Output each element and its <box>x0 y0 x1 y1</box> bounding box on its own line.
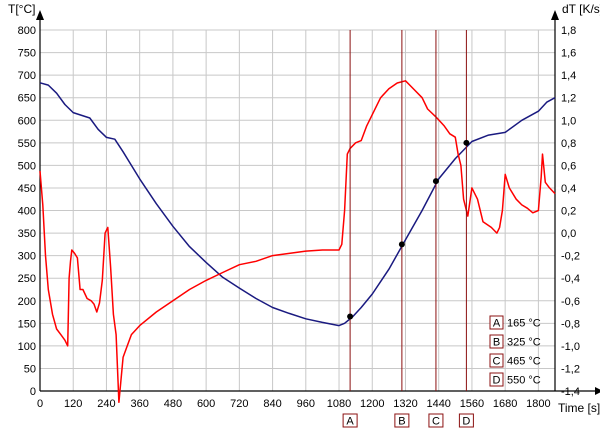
y-axis-title-right: dT [K/s] <box>562 2 600 16</box>
x-tick-label: 1320 <box>393 398 417 410</box>
y-tick-label-right: -0,4 <box>561 273 580 285</box>
marker-point-d <box>463 139 470 146</box>
y-tick-label-left: 600 <box>18 115 36 127</box>
legend-box-a <box>489 315 504 330</box>
x-axis-arrow <box>595 387 600 395</box>
marker-point-c <box>432 178 439 185</box>
y-tick-label-left: 800 <box>18 25 36 37</box>
tick-labels: 0 120 240 360 480 600 720 840 960 1080 1200 1320 144… <box>18 25 580 410</box>
y-tick-label-right: 1,2 <box>561 93 576 105</box>
y-tick-label-left: 50 <box>24 363 36 375</box>
y-tick-label-right: -1,4 <box>561 386 580 398</box>
legend: A 165 °C B 325 °C C 465 °C D 550 °C <box>489 315 541 387</box>
marker-box-c <box>428 413 444 428</box>
legend-box-b <box>489 334 504 349</box>
x-tick-label: 1800 <box>526 398 550 410</box>
marker-point-b <box>398 241 405 248</box>
x-tick-label: 1440 <box>426 398 450 410</box>
y-tick-label-right: 0,2 <box>561 206 576 218</box>
legend-box-c <box>489 353 504 368</box>
series <box>39 80 556 404</box>
marker-box-a <box>342 413 358 428</box>
x-axis-title: Time [s] <box>558 401 600 415</box>
y-tick-label-left: 400 <box>18 206 36 218</box>
markers: A B C D <box>342 30 474 428</box>
x-tick-label: 240 <box>97 398 115 410</box>
x-tick-label: 840 <box>263 398 281 410</box>
y-tick-label-left: 750 <box>18 48 36 60</box>
legend-letter-c: C <box>493 356 501 368</box>
y-tick-label-right: 1,0 <box>561 115 576 127</box>
marker-label-b: B <box>398 416 405 428</box>
x-tick-label: 1680 <box>493 398 517 410</box>
y-tick-label-left: 0 <box>30 386 36 398</box>
y-tick-label-right: -1,2 <box>561 363 580 375</box>
series-line-dt <box>39 80 556 404</box>
x-tick-label: 720 <box>230 398 248 410</box>
y-tick-label-left: 650 <box>18 93 36 105</box>
y-tick-label-left: 700 <box>18 70 36 82</box>
y-tick-label-left: 150 <box>18 318 36 330</box>
y-tick-label-right: 1,8 <box>561 25 576 37</box>
marker-box-b <box>394 413 410 428</box>
x-tick-label: 1080 <box>327 398 351 410</box>
series-line-temperature <box>39 82 556 327</box>
x-tick-label: 360 <box>130 398 148 410</box>
x-tick-label: 960 <box>297 398 315 410</box>
x-tick-label: 1560 <box>460 398 484 410</box>
y-tick-label-right: 0,6 <box>561 160 576 172</box>
marker-box-d <box>458 413 474 428</box>
legend-value-b: 325 °C <box>507 337 541 349</box>
y-axis-title-left: T[°C] <box>8 2 35 16</box>
legend-value-c: 465 °C <box>507 356 541 368</box>
y-tick-label-right: -0,8 <box>561 318 580 330</box>
y-tick-label-right: 1,4 <box>561 70 576 82</box>
y-tick-label-right: 1,6 <box>561 48 576 60</box>
y-tick-label-right: -1,0 <box>561 341 580 353</box>
y-tick-label-left: 200 <box>18 296 36 308</box>
x-tick-label: 1200 <box>360 398 384 410</box>
y-axis-left-arrow <box>36 10 44 20</box>
y-tick-label-left: 350 <box>18 228 36 240</box>
y-tick-label-left: 450 <box>18 183 36 195</box>
y-axis-right-arrow <box>551 10 559 20</box>
x-tick-label: 600 <box>197 398 215 410</box>
legend-letter-a: A <box>493 318 501 330</box>
legend-value-a: 165 °C <box>507 318 541 330</box>
marker-label-c: C <box>432 416 440 428</box>
legend-value-d: 550 °C <box>507 375 541 387</box>
x-tick-label: 0 <box>37 398 43 410</box>
x-tick-label: 120 <box>64 398 82 410</box>
grid <box>39 29 555 392</box>
legend-letter-d: D <box>493 375 501 387</box>
axes <box>36 10 600 395</box>
y-tick-label-left: 300 <box>18 251 36 263</box>
y-tick-label-right: 0,4 <box>561 183 576 195</box>
marker-point-a <box>347 313 354 320</box>
marker-label-d: D <box>462 416 470 428</box>
y-tick-label-left: 500 <box>18 160 36 172</box>
legend-box-d <box>489 372 504 387</box>
y-tick-label-right: -0,6 <box>561 296 580 308</box>
y-tick-label-left: 550 <box>18 138 36 150</box>
x-tick-label: 480 <box>164 398 182 410</box>
y-tick-label-right: 0,8 <box>561 138 576 150</box>
y-tick-label-left: 100 <box>18 341 36 353</box>
legend-letter-b: B <box>493 337 500 349</box>
y-tick-label-left: 250 <box>18 273 36 285</box>
y-tick-label-right: 0,0 <box>561 228 576 240</box>
y-tick-label-right: -0,2 <box>561 251 580 263</box>
marker-label-a: A <box>346 416 354 428</box>
